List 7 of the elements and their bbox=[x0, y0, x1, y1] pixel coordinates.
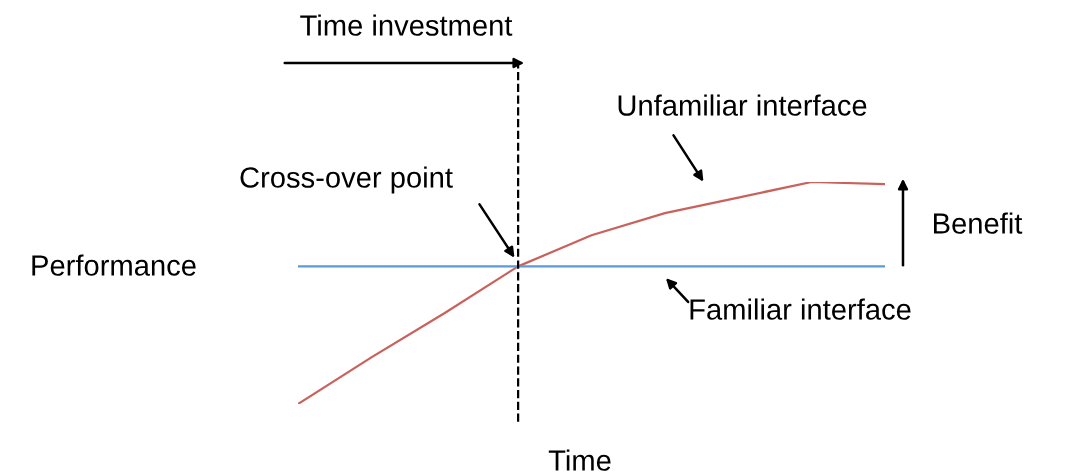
series-label: Familiar interface bbox=[690, 298, 911, 320]
text: Unfamiliar interface bbox=[618, 94, 867, 116]
x-axis-title: Time bbox=[548, 449, 611, 471]
text: Benefit bbox=[933, 212, 1023, 234]
text: Time investment bbox=[300, 14, 513, 36]
y-axis-title: Performance bbox=[32, 254, 196, 276]
annotation: Cross-over point bbox=[240, 166, 453, 194]
